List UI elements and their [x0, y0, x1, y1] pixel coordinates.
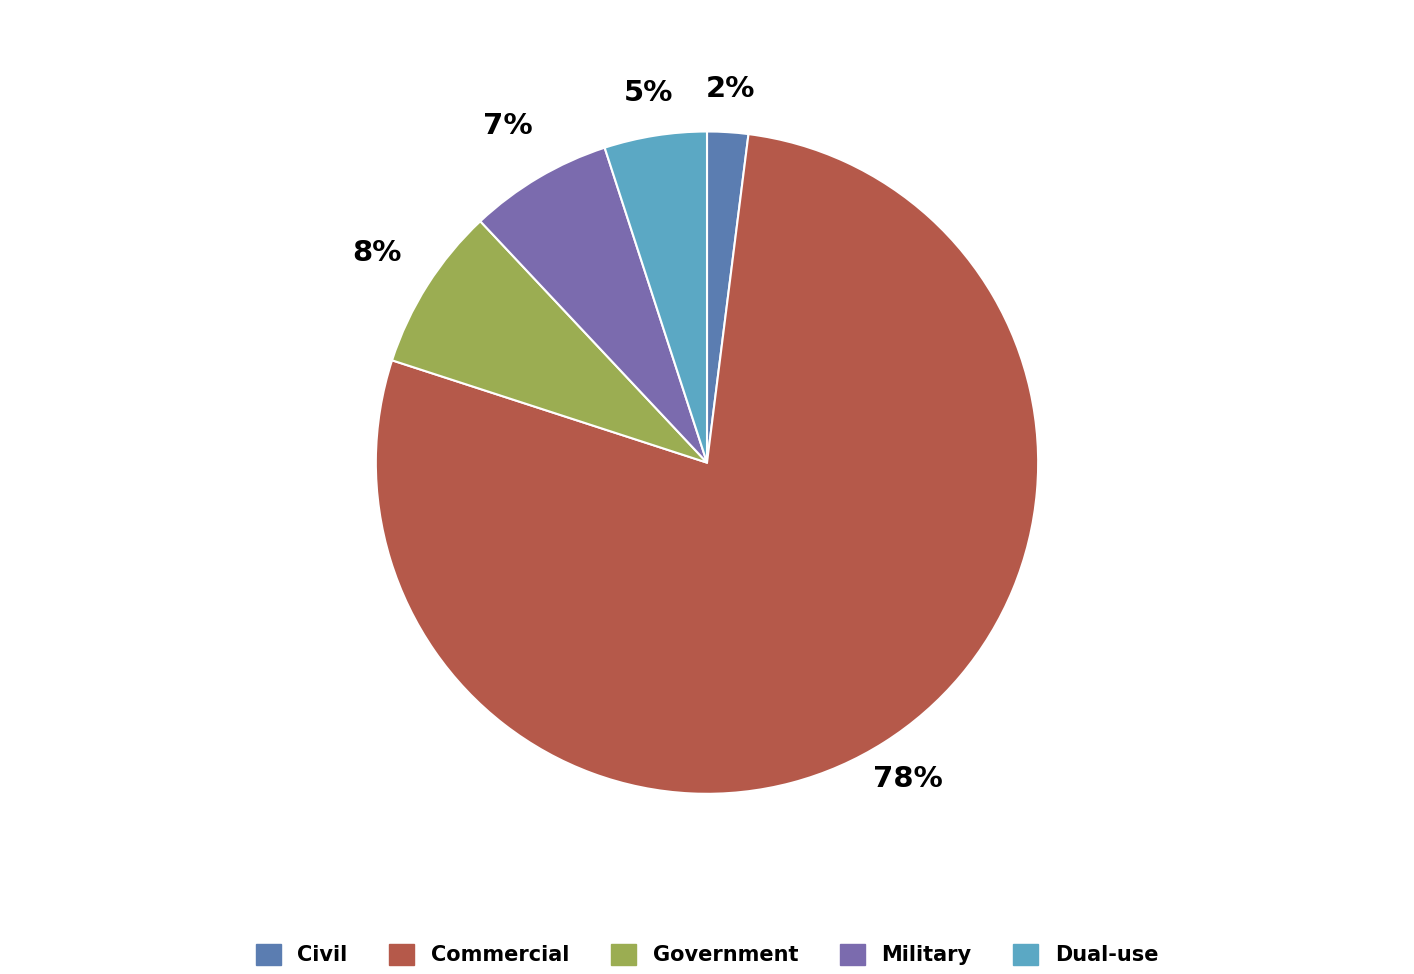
- Text: 7%: 7%: [484, 112, 533, 140]
- Wedge shape: [392, 221, 707, 463]
- Wedge shape: [376, 134, 1038, 794]
- Wedge shape: [605, 131, 707, 463]
- Wedge shape: [707, 131, 748, 463]
- Text: 8%: 8%: [352, 240, 402, 267]
- Text: 5%: 5%: [624, 79, 673, 107]
- Text: 78%: 78%: [872, 765, 942, 793]
- Wedge shape: [481, 148, 707, 463]
- Text: 2%: 2%: [706, 75, 755, 103]
- Legend: Civil, Commercial, Government, Military, Dual-use: Civil, Commercial, Government, Military,…: [247, 935, 1167, 974]
